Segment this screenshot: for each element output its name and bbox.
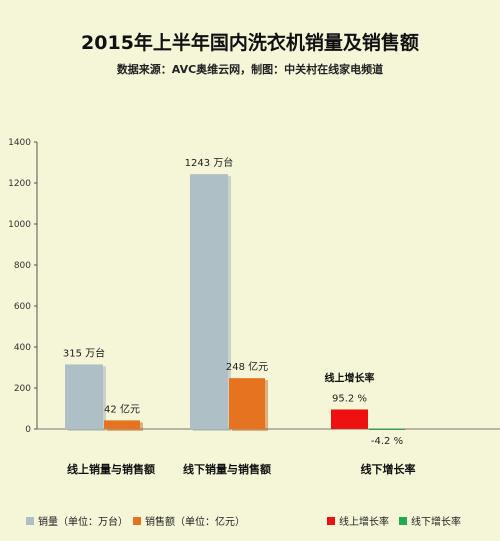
- bar: [229, 378, 265, 429]
- data-label: 1243 万台: [185, 156, 234, 169]
- legend-item-sales-amount: 销售额（单位：亿元）: [133, 513, 245, 528]
- y-tick-label: 0: [25, 425, 31, 435]
- legend-label: 线上增长率: [339, 517, 389, 528]
- chart-subtitle: 数据来源：AVC奥维云网，制图：中关村在线家电频道: [116, 63, 384, 76]
- legend-label: 销售额（单位：亿元）: [145, 517, 245, 528]
- bar: [190, 174, 228, 429]
- y-tick-label: 200: [14, 384, 31, 394]
- legend-swatch: [26, 516, 34, 525]
- y-tick-label: 600: [14, 302, 31, 312]
- x-category-label: 线上销量与销售额: [67, 462, 155, 476]
- data-label: -4.2 %: [371, 436, 403, 447]
- legend-item-offline-growth: 线下增长率: [399, 513, 461, 528]
- annotation-label: 线上增长率: [325, 371, 375, 384]
- chart-title: 2015年上半年国内洗衣机销量及销售额: [81, 32, 419, 54]
- bar: [331, 409, 368, 429]
- x-category-label: 线下增长率: [361, 462, 416, 476]
- y-tick-label: 1400: [8, 138, 31, 148]
- data-label: 95.2 %: [332, 393, 367, 404]
- data-label: 42 亿元: [104, 402, 140, 415]
- legend-item-sales-volume: 销量（单位：万台）: [26, 513, 128, 528]
- bar: [104, 420, 140, 429]
- legend-item-online-growth: 线上增长率: [327, 513, 389, 528]
- legend-swatch: [399, 516, 407, 525]
- bar: [369, 429, 405, 430]
- y-tick-label: 1200: [8, 179, 31, 189]
- bar: [65, 364, 103, 429]
- legend-swatch: [133, 516, 141, 525]
- data-label: 248 亿元: [226, 360, 268, 373]
- legend-swatch: [327, 516, 335, 525]
- legend-label: 线下增长率: [411, 517, 461, 528]
- y-tick-label: 800: [14, 261, 31, 271]
- x-category-label: 线下销量与销售额: [183, 462, 271, 476]
- y-tick-label: 1000: [8, 220, 31, 230]
- legend-label: 销量（单位：万台）: [38, 517, 128, 528]
- data-label: 315 万台: [63, 346, 105, 359]
- y-tick-label: 400: [14, 343, 31, 353]
